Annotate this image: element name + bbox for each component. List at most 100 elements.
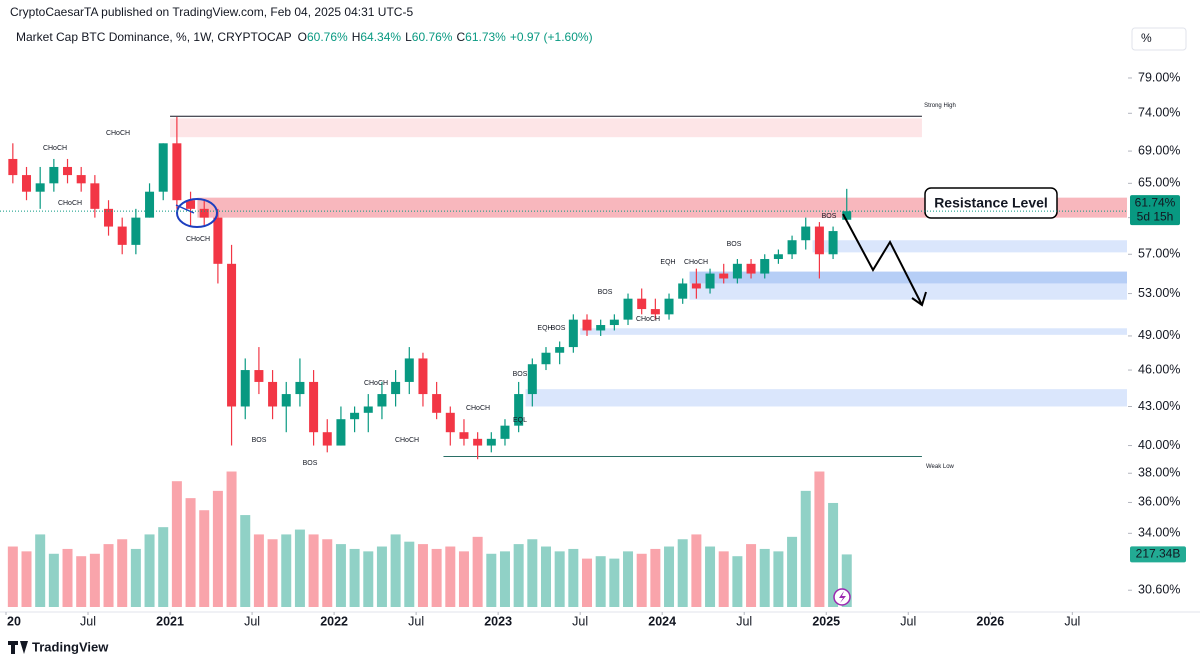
candle-body: [90, 183, 100, 209]
volume-bar: [417, 544, 428, 607]
scale-button[interactable]: [1131, 27, 1187, 51]
candle-body: [486, 438, 496, 446]
legend-value: 64.34%: [360, 30, 401, 44]
candle-body: [828, 231, 838, 255]
publisher: CryptoCaesarTA published on TradingView.…: [10, 5, 413, 19]
volume-bar: [158, 527, 169, 607]
volume-bar: [294, 529, 305, 607]
y-tick-label: 57.00%: [1138, 247, 1180, 261]
y-tick-label: 34.00%: [1138, 526, 1180, 540]
annotation: CHoCH: [636, 316, 660, 323]
volume-bar: [48, 553, 59, 607]
legend-value: 61.73%: [465, 30, 506, 44]
circle-pointer: [175, 204, 195, 214]
legend-key: L: [405, 30, 412, 44]
x-tick-label: Jul: [572, 614, 588, 628]
scale-button-label[interactable]: %: [1141, 31, 1152, 45]
y-tick-label: 79.00%: [1138, 70, 1180, 84]
volume-bar: [253, 534, 264, 607]
volume-bar: [335, 544, 346, 607]
volume-bar: [212, 490, 223, 607]
candle-body: [309, 381, 319, 433]
x-tick-label: 2025: [812, 614, 840, 628]
alert-bolt[interactable]: [839, 591, 846, 603]
candle-body: [473, 438, 483, 446]
candle-body: [254, 370, 264, 382]
volume-bar: [650, 548, 661, 607]
candle-body: [746, 263, 756, 274]
annotation: CHoCH: [43, 145, 67, 152]
candle-body: [104, 208, 114, 227]
candle-body: [582, 319, 592, 331]
candle-body: [76, 175, 86, 184]
volume-bar: [800, 490, 811, 607]
annotation: CHoCH: [395, 437, 419, 444]
x-tick-label: 2023: [484, 614, 512, 628]
volume-bar: [664, 546, 675, 607]
volume-bar: [773, 551, 784, 607]
price-label: 61.74%: [1135, 195, 1176, 209]
candle-body: [350, 412, 360, 420]
volume-bar: [404, 541, 415, 607]
arrow-head: [911, 291, 927, 307]
volume-bar: [458, 551, 469, 607]
annotation: CHoCH: [58, 200, 82, 207]
level-label: Weak Low: [926, 464, 955, 470]
x-tick-label: Jul: [408, 614, 424, 628]
annotation: BOS: [551, 325, 566, 332]
candle-body: [240, 370, 250, 407]
candle-body: [131, 217, 141, 245]
candle-body: [527, 364, 537, 395]
y-tick-label: 65.00%: [1138, 176, 1180, 190]
y-tick-label: 53.00%: [1138, 286, 1180, 300]
candle-body: [719, 273, 729, 279]
volume-bar: [787, 536, 798, 607]
candle-body: [623, 298, 633, 320]
annotation: CHoCH: [684, 259, 708, 266]
candle-body: [445, 412, 455, 433]
volume-bar: [117, 539, 128, 607]
volume-bar: [705, 546, 716, 607]
legend-title: Market Cap BTC Dominance, %, 1W, CRYPTOC…: [16, 30, 292, 44]
volume-bar: [841, 554, 852, 607]
zone: [197, 197, 1127, 218]
candle-body: [705, 273, 715, 289]
candle-body: [500, 425, 510, 439]
candle-body: [637, 298, 647, 310]
candle-body: [281, 394, 291, 407]
zone: [170, 118, 922, 138]
annotation: CHoCH: [466, 405, 490, 412]
candle-body: [541, 352, 551, 365]
x-tick-label: Jul: [1064, 614, 1080, 628]
candle-body: [158, 143, 168, 192]
volume-bar: [677, 539, 688, 607]
circle-drawing: [176, 198, 218, 228]
volume-bar: [609, 558, 620, 607]
volume-bar: [718, 551, 729, 607]
legend-change: +0.97 (+1.60%): [510, 30, 593, 44]
annotation: BOS: [598, 289, 613, 296]
candle-body: [322, 432, 332, 446]
volume-bar: [349, 548, 360, 607]
volume-bar: [527, 539, 538, 607]
y-tick-label: 74.00%: [1138, 106, 1180, 120]
volume-bar: [595, 556, 606, 607]
candle-body: [814, 226, 824, 255]
volume-label-box: [1130, 546, 1186, 563]
annotation: CHoCH: [186, 236, 210, 243]
candle-body: [609, 319, 619, 326]
annotation: CHoCH: [364, 380, 388, 387]
candle-body: [8, 158, 18, 176]
candle-body: [801, 226, 811, 241]
candle-body: [145, 191, 155, 218]
level-label: Strong High: [924, 103, 956, 109]
x-tick-label: 2022: [320, 614, 348, 628]
x-tick-label: 2021: [156, 614, 184, 628]
volume-bar: [486, 553, 497, 607]
y-tick-label: 46.00%: [1138, 362, 1180, 376]
price-label-box: [1130, 195, 1180, 226]
x-tick-label: 20: [7, 614, 21, 628]
annotation: BOS: [303, 460, 318, 467]
y-tick-label: 69.00%: [1138, 143, 1180, 157]
candle-body: [63, 166, 73, 176]
